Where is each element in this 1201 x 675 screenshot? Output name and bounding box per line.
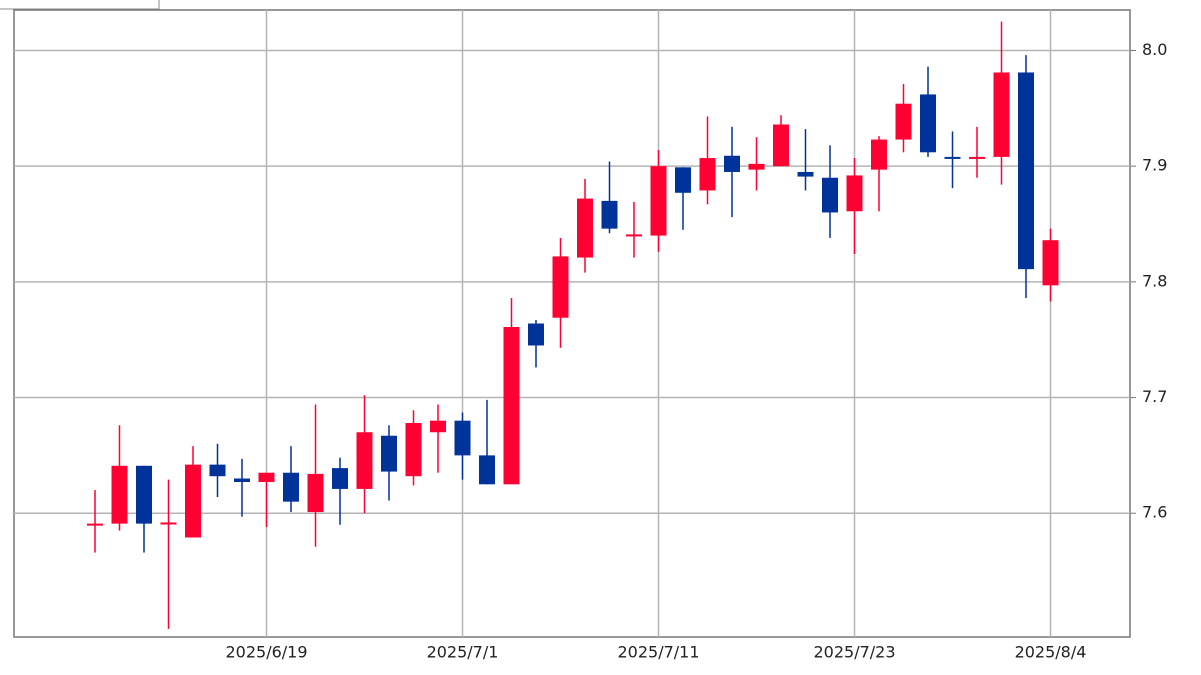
candle-body — [822, 177, 838, 213]
candle-body — [1042, 240, 1059, 286]
candle-body — [920, 94, 936, 153]
candle-body — [871, 139, 887, 170]
candle-body — [724, 155, 740, 172]
x-tick-label: 2025/6/19 — [225, 643, 307, 662]
candle-body — [1018, 72, 1034, 270]
candle-body — [773, 124, 789, 167]
candle-body — [479, 455, 495, 485]
candle-body — [356, 432, 373, 489]
candle-body — [283, 472, 299, 502]
candle-body — [307, 473, 324, 513]
candle-body — [258, 472, 275, 482]
candle-body — [528, 323, 544, 346]
corner-box — [0, 0, 160, 10]
candle-body — [969, 156, 985, 159]
candle-body — [332, 468, 348, 489]
x-tick-label: 2025/8/4 — [1015, 643, 1087, 662]
y-tick-label: 8.0 — [1142, 40, 1167, 59]
y-tick-label: 7.8 — [1142, 271, 1167, 290]
candle-body — [87, 523, 103, 526]
candle-body — [577, 198, 593, 258]
candle-body — [601, 200, 618, 229]
candle-body — [797, 171, 814, 177]
y-tick-label: 7.7 — [1142, 387, 1167, 406]
candle-body — [136, 465, 152, 524]
plot-frame — [13, 9, 1131, 638]
candle-body — [748, 163, 765, 170]
y-tick-label: 7.6 — [1142, 503, 1167, 522]
candle-body — [895, 103, 912, 140]
candle-body — [160, 522, 177, 525]
candle-body — [454, 420, 471, 456]
candle-body — [993, 72, 1010, 157]
candle-body — [944, 156, 961, 159]
candle-body — [650, 166, 667, 236]
candle-body — [234, 478, 250, 482]
candle-body — [185, 464, 201, 538]
y-tick-label: 7.9 — [1142, 156, 1167, 175]
candle-body — [846, 175, 863, 212]
x-tick-label: 2025/7/11 — [617, 643, 699, 662]
candle-body — [381, 435, 397, 472]
candle-body — [699, 158, 716, 191]
candle-body — [503, 326, 520, 485]
candle-body — [209, 464, 226, 477]
candle-body — [405, 422, 422, 477]
candle-body — [430, 420, 446, 433]
candle-body — [552, 256, 569, 318]
x-tick-label: 2025/7/1 — [427, 643, 499, 662]
x-tick-label: 2025/7/23 — [813, 643, 895, 662]
candle-body — [111, 465, 128, 524]
candle-body — [626, 234, 642, 237]
candle-body — [675, 167, 691, 193]
